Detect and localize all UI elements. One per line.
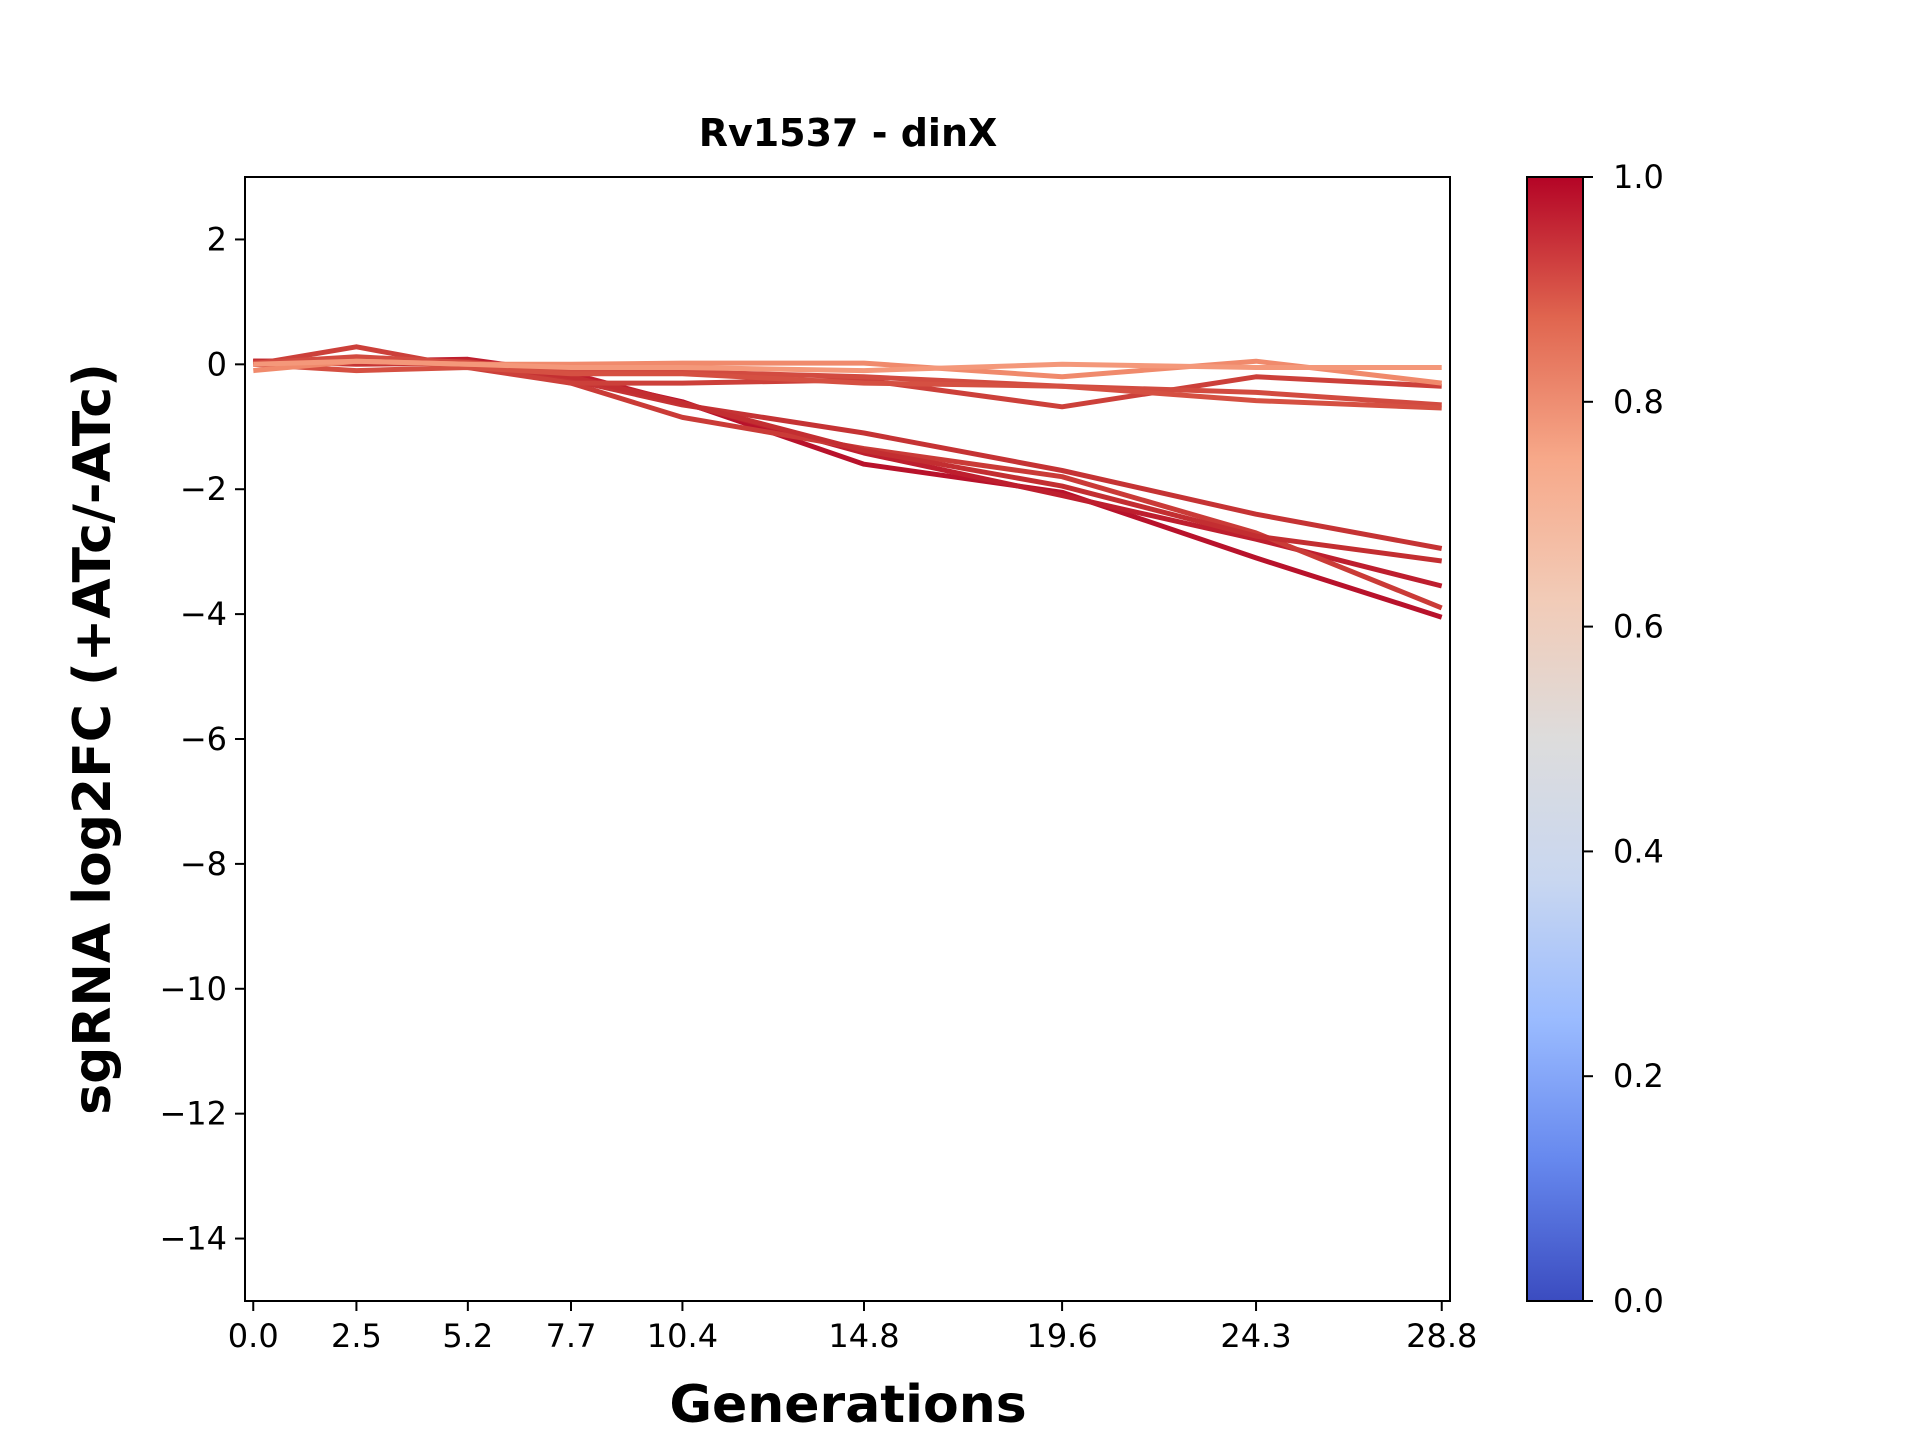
y-axis-title: sgRNA log2FC (+ATc/-ATc): [63, 363, 123, 1115]
colorbar-tick-label: 0.0: [1613, 1282, 1664, 1320]
x-tick-label: 10.4: [647, 1317, 718, 1355]
x-tick-label: 19.6: [1026, 1317, 1097, 1355]
x-axis: 0.0 2.5 5.2 7.7 10.4 14.8 19.6 24.3 28.8: [228, 1301, 1477, 1355]
series-line-6: [252, 344, 1442, 410]
x-tick-label: 7.7: [546, 1317, 597, 1355]
series-line-3: [253, 358, 1443, 611]
series-line-10: [253, 358, 1442, 374]
colorbar: [1526, 176, 1584, 1302]
x-tick-label: 14.8: [828, 1317, 899, 1355]
colorbar-tick-label: 0.6: [1613, 608, 1664, 646]
x-tick-label: 24.3: [1220, 1317, 1291, 1355]
y-tick-label: −14: [159, 1220, 227, 1258]
y-tick-label: −12: [159, 1095, 227, 1133]
series-layer: [252, 344, 1443, 620]
colorbar-tick-label: 1.0: [1613, 158, 1664, 196]
y-tick-label: −2: [180, 470, 227, 508]
y-tick-label: 0: [207, 345, 227, 383]
series-line-4: [253, 358, 1443, 551]
colorbar-tick-label: 0.2: [1613, 1057, 1664, 1095]
x-tick-label: 0.0: [228, 1317, 279, 1355]
series-line-8: [253, 361, 1442, 411]
y-tick-label: −8: [180, 845, 227, 883]
plot-frame: [244, 176, 1451, 1302]
y-tick-label: −4: [180, 595, 227, 633]
x-axis-title: Generations: [669, 1375, 1026, 1435]
x-tick-label: 2.5: [331, 1317, 382, 1355]
x-tick-label: 28.8: [1406, 1317, 1477, 1355]
y-tick-label: −6: [180, 720, 227, 758]
chart-title: Rv1537 - dinX: [699, 111, 998, 155]
y-axis: 2 0 −2 −4 −6 −8 −10 −12 −14: [159, 220, 245, 1258]
y-tick-label: 2: [207, 220, 227, 258]
colorbar-tick-label: 0.4: [1613, 832, 1664, 870]
x-tick-label: 5.2: [442, 1317, 493, 1355]
colorbar-axis: 0.0 0.2 0.4 0.6 0.8 1.0: [1583, 158, 1664, 1320]
y-tick-label: −10: [159, 970, 227, 1008]
colorbar-tick-label: 0.8: [1613, 383, 1664, 421]
